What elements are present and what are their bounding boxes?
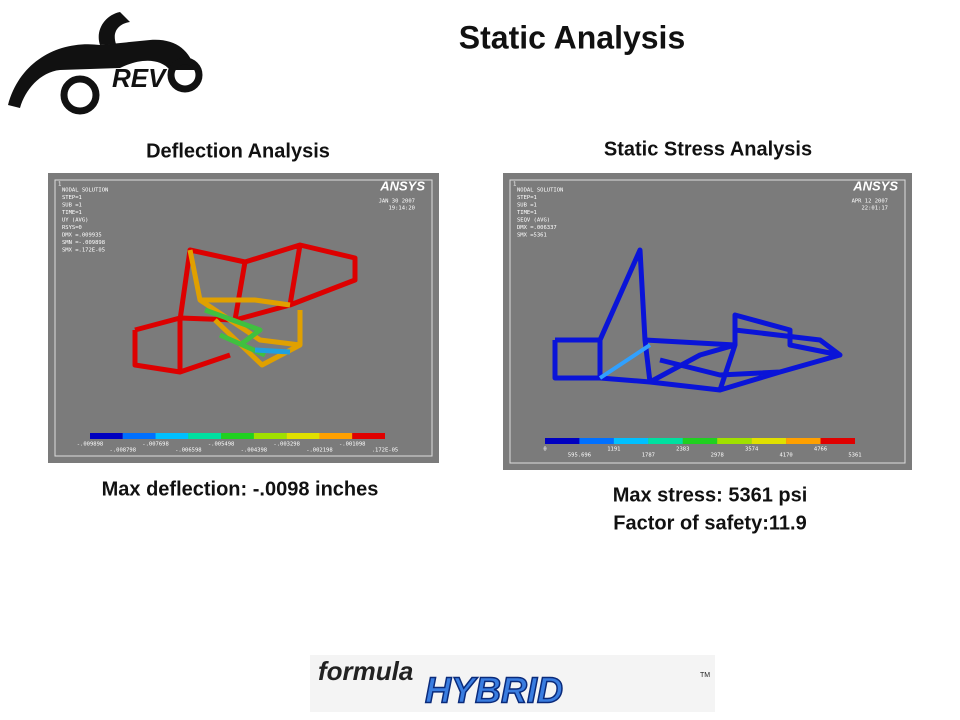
screen-info: DMX =.006337 (517, 225, 557, 231)
screen-info: RSYS=0 (62, 225, 82, 231)
legend-label: -.009898 (77, 442, 104, 448)
legend-swatch (122, 433, 156, 439)
screen-info: TIME=1 (517, 210, 537, 216)
legend-label: 4766 (814, 447, 827, 453)
legend-label: -.005498 (208, 442, 235, 448)
legend-swatch (155, 433, 189, 439)
legend-label: 4170 (779, 453, 792, 459)
legend-label: -.001098 (339, 442, 366, 448)
legend-label: 1787 (642, 453, 655, 459)
legend-label: -.003298 (273, 442, 300, 448)
legend-swatch (286, 433, 320, 439)
slide-title: Static Analysis (459, 19, 685, 55)
legend-swatch (253, 433, 287, 439)
legend-swatch (786, 438, 821, 444)
logo-text: REV (112, 63, 168, 93)
screen-info: UY (AVG) (62, 218, 89, 224)
legend-label: 595.696 (568, 453, 591, 459)
legend-swatch (90, 433, 123, 439)
legend-label: 1191 (607, 447, 620, 453)
screen-info: SUB =1 (517, 203, 537, 209)
legend-label: -.008798 (110, 448, 137, 454)
legend-swatch (352, 433, 385, 439)
screen-brand: ANSYS (379, 178, 425, 193)
panel-heading: Static Stress Analysis (604, 138, 812, 160)
screen-date: JAN 30 2007 (379, 199, 415, 205)
screen-index: 1 (513, 182, 516, 188)
legend-label: -.007698 (142, 442, 169, 448)
legend-swatch (751, 438, 787, 444)
legend-swatch (820, 438, 855, 444)
screen-info: STEP=1 (517, 195, 537, 201)
legend-label: 5361 (848, 453, 861, 459)
legend-swatch (319, 433, 353, 439)
screen-info: NODAL SOLUTION (517, 188, 563, 194)
trademark: TM (700, 672, 710, 679)
screen-time: 22:01:17 (862, 206, 889, 212)
legend-label: 2383 (676, 447, 689, 453)
screen-time: 19:14:20 (389, 206, 416, 212)
legend-swatch (613, 438, 649, 444)
legend-label: 3574 (745, 447, 759, 453)
legend-label: -.006598 (175, 448, 202, 454)
legend-swatch (579, 438, 614, 444)
screen-info: TIME=1 (62, 210, 82, 216)
legend-swatch (648, 438, 683, 444)
legend-swatch (682, 438, 718, 444)
rev-logo: REV (8, 12, 203, 115)
legend-swatch (221, 433, 254, 439)
legend-label: 0 (543, 447, 546, 453)
formula-hybrid-logo: formula HYBRID TM (310, 655, 715, 712)
screen-info: SMX =.172E-05 (62, 248, 105, 254)
panel-heading: Deflection Analysis (146, 140, 330, 162)
legend-swatch (188, 433, 222, 439)
screen-info: SEQV (AVG) (517, 218, 550, 224)
screen-info: DMX =.009935 (62, 233, 102, 239)
legend-swatch (545, 438, 580, 444)
legend-swatch (717, 438, 752, 444)
caption: Max deflection: -.0098 inches (102, 478, 379, 500)
legend-label: 2978 (711, 453, 724, 459)
screen-brand: ANSYS (852, 178, 898, 193)
legend-label: -.004398 (241, 448, 268, 454)
screen-info: SUB =1 (62, 203, 82, 209)
screen-info: SMX =5361 (517, 233, 547, 239)
legend-label: .172E-05 (372, 448, 399, 454)
footer-brand: formula (318, 656, 413, 686)
screen-index: 1 (58, 182, 61, 188)
caption: Factor of safety:11.9 (613, 512, 806, 534)
screen-info: STEP=1 (62, 195, 82, 201)
screen-info: SMN =-.009898 (62, 240, 105, 246)
legend-label: -.002198 (306, 448, 333, 454)
screen-date: APR 12 2007 (852, 199, 888, 205)
caption: Max stress: 5361 psi (613, 484, 808, 506)
screen-info: NODAL SOLUTION (62, 188, 108, 194)
footer-name: HYBRID (425, 670, 563, 711)
